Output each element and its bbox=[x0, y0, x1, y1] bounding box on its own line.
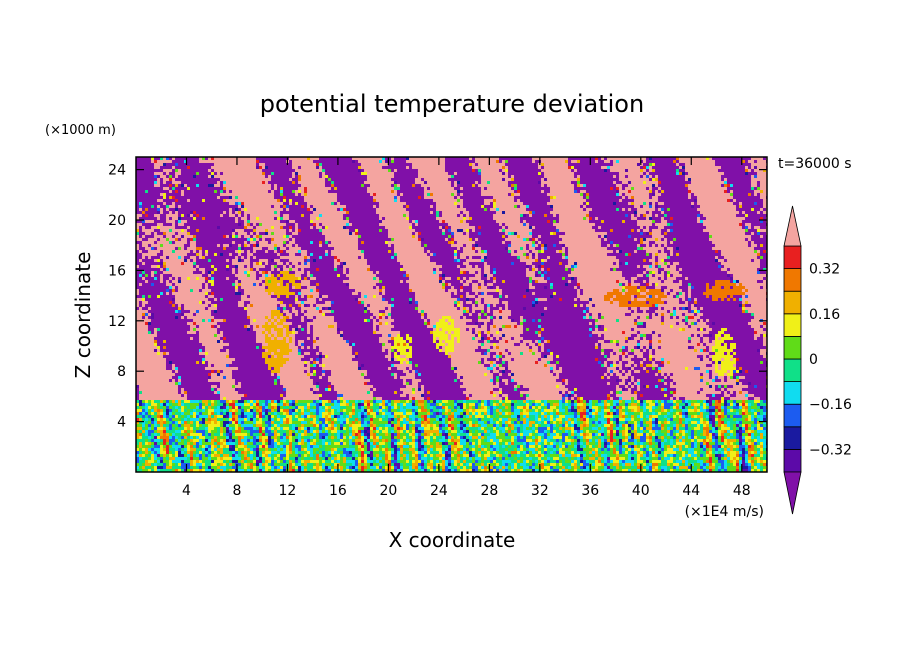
x-tick-label: 16 bbox=[329, 483, 347, 499]
colorbar-tick-label: 0.32 bbox=[809, 262, 840, 278]
y-tick-label: 20 bbox=[108, 213, 126, 229]
colorbar-tick-label: −0.32 bbox=[809, 442, 852, 458]
x-tick-label: 44 bbox=[682, 483, 700, 499]
y-tick-label: 24 bbox=[108, 163, 126, 179]
x-tick-label: 28 bbox=[480, 483, 498, 499]
x-axis-label: X coordinate bbox=[389, 528, 516, 552]
colorbar-band bbox=[784, 449, 801, 472]
colorbar-band bbox=[784, 382, 801, 405]
x-tick-label: 48 bbox=[733, 483, 751, 499]
x-axis-unit: (×1E4 m/s) bbox=[685, 504, 764, 520]
y-tick-label: 8 bbox=[117, 364, 126, 380]
y-axis-label: Z coordinate bbox=[71, 252, 95, 379]
x-tick-label: 32 bbox=[531, 483, 549, 499]
colorbar-band bbox=[784, 359, 801, 382]
colorbar-band bbox=[784, 336, 801, 359]
y-axis-unit: (×1000 m) bbox=[45, 123, 116, 138]
colorbar-tick-label: −0.16 bbox=[809, 397, 852, 413]
colorbar-tick-label: 0 bbox=[809, 352, 818, 368]
colorbar-tick-label: 0.16 bbox=[809, 307, 840, 323]
y-tick-label: 16 bbox=[108, 263, 126, 279]
y-tick-label: 4 bbox=[117, 415, 126, 431]
x-tick-label: 4 bbox=[182, 483, 191, 499]
colorbar-band bbox=[784, 291, 801, 314]
y-tick-label: 12 bbox=[108, 314, 126, 330]
colorbar-band bbox=[784, 314, 801, 337]
x-tick-label: 20 bbox=[379, 483, 397, 499]
colorbar-band bbox=[784, 246, 801, 269]
chart-title: potential temperature deviation bbox=[260, 90, 644, 118]
x-tick-label: 8 bbox=[232, 483, 241, 499]
colorbar-band bbox=[784, 404, 801, 427]
x-tick-label: 24 bbox=[430, 483, 448, 499]
x-tick-label: 36 bbox=[581, 483, 599, 499]
x-tick-label: 40 bbox=[632, 483, 650, 499]
time-label: t=36000 s bbox=[778, 156, 852, 172]
colorbar-band bbox=[784, 269, 801, 292]
colorbar-band bbox=[784, 427, 801, 450]
x-tick-label: 12 bbox=[279, 483, 297, 499]
heatmap-field bbox=[136, 157, 769, 472]
